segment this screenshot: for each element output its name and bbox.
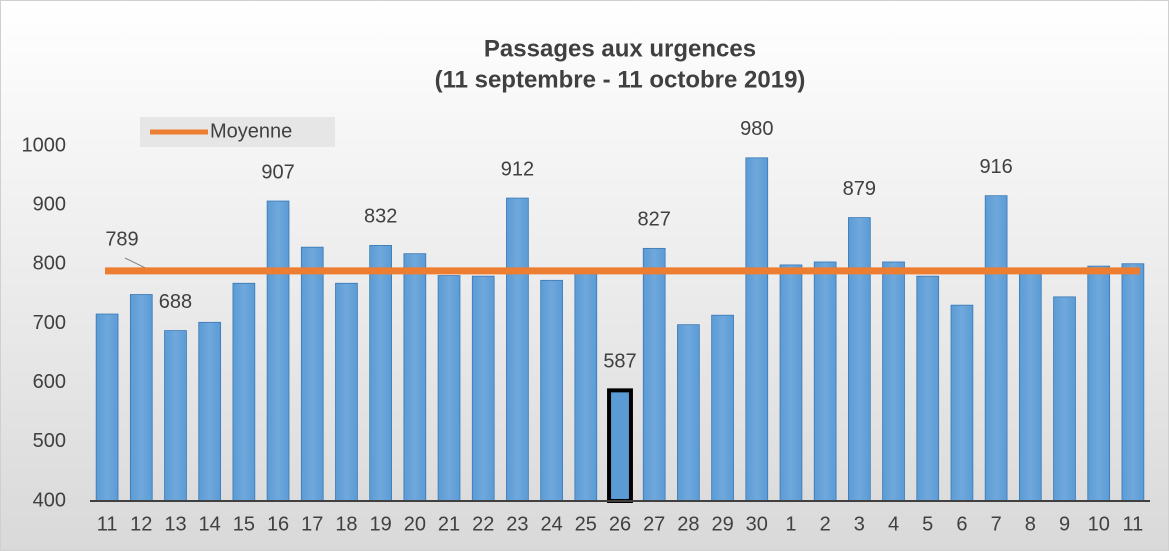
data-label: 688 <box>159 291 192 313</box>
legend-label: Moyenne <box>210 120 292 142</box>
x-tick-label: 4 <box>888 513 899 535</box>
y-tick-label: 900 <box>33 193 66 215</box>
bar <box>882 261 905 502</box>
x-tick-label: 28 <box>677 513 699 535</box>
bar <box>984 195 1008 502</box>
bar <box>403 253 427 502</box>
x-tick-label: 11 <box>97 513 118 535</box>
x-tick-label: 23 <box>506 513 528 535</box>
bar <box>916 275 940 502</box>
x-tick-label: 15 <box>233 513 255 535</box>
y-tick-label: 1000 <box>22 134 67 156</box>
x-tick-label: 29 <box>711 513 733 535</box>
x-tick-label: 5 <box>922 513 933 535</box>
bar <box>506 197 529 502</box>
data-label: 827 <box>638 209 671 231</box>
x-tick-label: 22 <box>472 513 494 535</box>
data-label: 916 <box>979 156 1012 178</box>
y-tick-label: 700 <box>33 312 66 334</box>
bar <box>129 294 153 502</box>
x-tick-label: 24 <box>540 513 562 535</box>
x-tick-label: 8 <box>1025 513 1036 535</box>
x-tick-label: 18 <box>335 513 357 535</box>
x-tick-label: 27 <box>643 513 665 535</box>
x-tick-label: 17 <box>301 513 323 535</box>
chart-subtitle: (11 septembre - 11 octobre 2019) <box>435 66 806 93</box>
x-tick-label: 9 <box>1059 513 1070 535</box>
chart-title: Passages aux urgences <box>484 35 756 62</box>
bar <box>1053 296 1076 502</box>
bar <box>164 330 187 502</box>
x-tick-label: 13 <box>164 513 186 535</box>
bar <box>848 217 871 502</box>
bar <box>437 275 461 502</box>
bar <box>813 261 837 502</box>
data-label: 907 <box>261 161 294 183</box>
bar <box>300 246 324 502</box>
x-tick-label: 3 <box>854 513 865 535</box>
bar <box>745 157 769 502</box>
bar <box>266 200 290 502</box>
y-tick-label: 800 <box>33 253 66 275</box>
bar <box>677 324 700 502</box>
x-tick-label: 20 <box>404 513 426 535</box>
y-tick-label: 500 <box>33 430 66 452</box>
bar <box>574 269 598 502</box>
x-tick-label: 7 <box>991 513 1002 535</box>
x-tick-label: 26 <box>609 513 631 535</box>
bar <box>779 264 803 502</box>
x-tick-label: 30 <box>746 513 768 535</box>
y-tick-label: 400 <box>33 489 66 511</box>
bar <box>335 282 358 502</box>
x-tick-label: 1 <box>785 513 796 535</box>
x-tick-label: 6 <box>956 513 967 535</box>
bar <box>607 388 633 504</box>
x-tick-label: 12 <box>130 513 152 535</box>
bar <box>232 282 256 502</box>
data-label: 832 <box>364 206 397 228</box>
x-tick-label: 10 <box>1088 513 1110 535</box>
leader-line <box>124 257 146 269</box>
bar <box>950 304 974 502</box>
x-tick-label: 14 <box>199 513 221 535</box>
bar <box>1018 270 1042 502</box>
data-label: 587 <box>603 351 636 373</box>
x-tick-label: 25 <box>575 513 597 535</box>
x-tick-label: 19 <box>370 513 392 535</box>
data-label: 879 <box>843 178 876 200</box>
data-label: 980 <box>740 118 773 140</box>
x-tick-label: 16 <box>267 513 289 535</box>
bar <box>369 244 392 502</box>
x-tick-label: 21 <box>438 513 460 535</box>
bar <box>1087 265 1111 502</box>
x-tick-label: 11 <box>1123 513 1144 535</box>
bar <box>471 275 495 502</box>
y-tick-label: 600 <box>33 371 66 393</box>
x-tick-label: 2 <box>820 513 831 535</box>
bar <box>711 314 734 502</box>
bar <box>540 279 563 502</box>
bar <box>95 313 119 502</box>
bar <box>198 321 222 502</box>
data-label: 912 <box>501 158 534 180</box>
average-label: 789 <box>105 228 138 250</box>
bar <box>1121 263 1145 502</box>
bar <box>642 247 666 502</box>
